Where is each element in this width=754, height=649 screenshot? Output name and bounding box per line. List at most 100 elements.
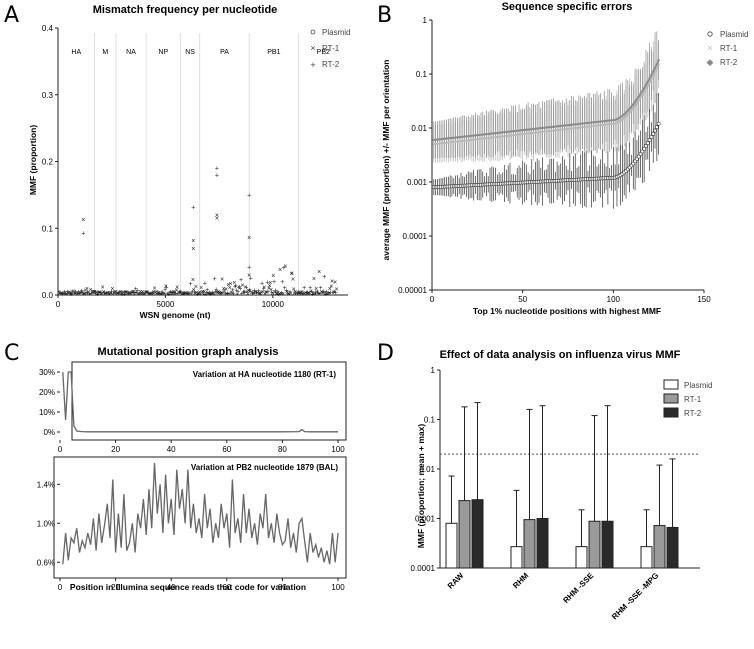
data-point (454, 136, 457, 139)
data-point (476, 138, 479, 141)
data-point: + (223, 291, 227, 298)
data-point: + (186, 290, 190, 297)
data-point: × (58, 290, 62, 297)
data-point: × (229, 290, 233, 297)
data-point (640, 149, 645, 154)
data-point: + (94, 289, 98, 296)
data-point: + (122, 291, 126, 298)
x-tick-label: 40 (167, 445, 176, 454)
data-point: + (304, 290, 308, 297)
x-tick-label: 150 (697, 295, 711, 304)
y-tick-label: 0.6% (37, 558, 55, 567)
data-point: × (152, 289, 156, 296)
data-point (557, 128, 561, 132)
data-point: × (333, 280, 337, 287)
data-point: × (261, 289, 265, 296)
data-point: × (287, 291, 291, 298)
legend-marker-rt2: ◆ (707, 57, 714, 67)
data-point (559, 124, 562, 128)
chart-b-legend: Plasmid × RT-1 ◆ RT-2 (707, 30, 749, 67)
data-point: × (110, 286, 114, 293)
segment-label: M (102, 49, 108, 56)
data-point (525, 128, 528, 131)
data-point: × (247, 235, 251, 242)
data-point: × (292, 286, 296, 293)
data-point: × (199, 285, 203, 292)
y-tick-label: 0.0 (42, 291, 54, 300)
data-point: × (245, 289, 249, 296)
panel-label-b: B (377, 3, 392, 28)
y-tick-label: 0.2 (42, 158, 54, 167)
data-point: × (273, 290, 277, 297)
data-point (545, 126, 548, 129)
bar (601, 520, 614, 569)
data-point: × (136, 291, 140, 298)
data-point: × (114, 291, 118, 298)
data-point: + (241, 289, 245, 296)
data-point: × (92, 289, 96, 296)
data-point (613, 122, 617, 125)
data-point: + (215, 166, 219, 173)
data-point (510, 134, 513, 137)
data-point: × (150, 290, 154, 297)
panel-label-c: C (4, 341, 19, 366)
chart-c: Mutational position graph analysis Posit… (37, 346, 347, 592)
data-point (438, 138, 441, 141)
panel-label-d: D (377, 341, 394, 366)
data-point: + (204, 290, 208, 297)
x-tick-label: RHM -SSE (561, 571, 595, 605)
y-tick-label: 1 (431, 366, 436, 375)
data-point: × (323, 291, 327, 298)
data-point: × (281, 291, 285, 298)
data-point: × (83, 291, 87, 298)
data-point (474, 138, 477, 141)
data-point (481, 137, 484, 140)
segment-label: NA (126, 49, 136, 56)
data-point: × (57, 289, 61, 296)
data-point: × (153, 290, 157, 297)
data-point (467, 139, 470, 142)
data-point: + (96, 290, 100, 297)
legend-label-rt2: RT-2 (322, 60, 340, 69)
data-point: × (232, 280, 236, 287)
data-point: × (67, 290, 71, 297)
data-point: + (204, 291, 208, 298)
data-point (468, 134, 472, 138)
x-tick-label: 80 (278, 583, 287, 592)
data-point: × (309, 289, 313, 296)
data-point: × (259, 289, 263, 296)
data-point: × (193, 290, 197, 297)
data-point: × (240, 283, 244, 290)
data-point (541, 130, 544, 134)
x-tick-label: 50 (518, 295, 527, 304)
data-point (583, 122, 586, 125)
data-point (632, 106, 635, 110)
data-point (592, 124, 595, 128)
data-point: + (276, 289, 280, 296)
data-point (523, 128, 526, 132)
y-tick-label: 0.0001 (403, 232, 428, 241)
data-point: × (200, 290, 204, 297)
data-point (501, 131, 504, 134)
data-point: + (327, 291, 331, 298)
data-point: × (92, 289, 96, 296)
data-point: + (310, 288, 314, 295)
data-point (617, 117, 620, 120)
data-point: × (298, 290, 302, 297)
data-point (583, 125, 586, 129)
series-line (62, 371, 338, 433)
y-tick-label: 0.001 (415, 515, 436, 524)
data-point (472, 134, 475, 137)
data-point: + (233, 284, 237, 291)
data-point (636, 154, 641, 159)
data-point: × (80, 289, 84, 296)
data-point: + (74, 290, 78, 297)
bar (458, 500, 471, 569)
data-point: + (191, 204, 195, 211)
data-point: × (181, 291, 185, 298)
data-point (501, 135, 504, 138)
x-tick-label: 100 (607, 295, 621, 304)
data-point (459, 135, 463, 139)
data-point (483, 133, 486, 136)
bar (640, 546, 653, 569)
